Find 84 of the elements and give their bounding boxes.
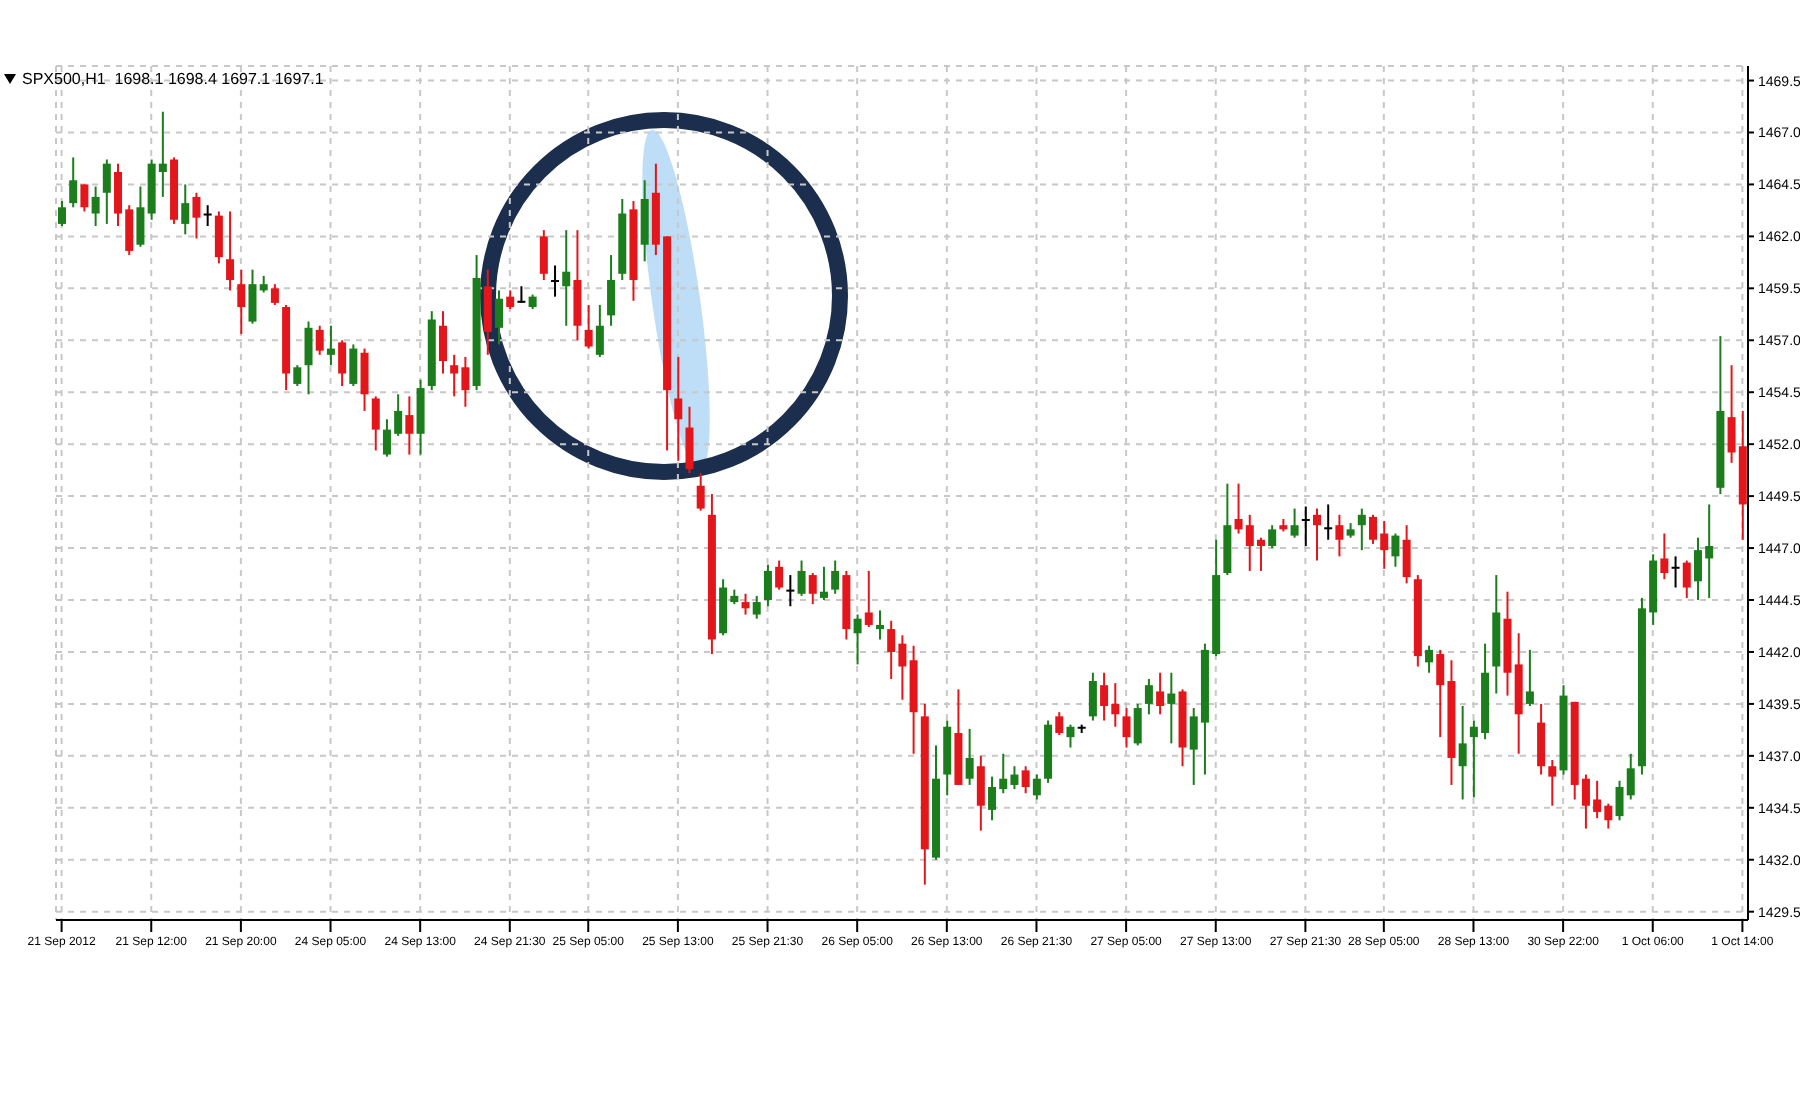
candlestick bbox=[1682, 559, 1691, 599]
candlestick bbox=[1660, 532, 1669, 581]
candlestick bbox=[270, 283, 279, 306]
candlestick bbox=[595, 303, 604, 358]
candlestick bbox=[1088, 671, 1097, 722]
candlestick bbox=[214, 210, 223, 265]
candlestick bbox=[326, 324, 335, 367]
candlestick bbox=[1122, 707, 1131, 749]
candlestick bbox=[405, 395, 414, 456]
candlestick bbox=[1548, 759, 1557, 807]
candlestick bbox=[1301, 505, 1310, 547]
candlestick bbox=[1066, 723, 1075, 749]
candlestick bbox=[853, 613, 862, 666]
candlestick bbox=[1402, 524, 1411, 585]
candlestick bbox=[416, 378, 425, 456]
candlestick bbox=[584, 303, 593, 350]
candlestick bbox=[192, 191, 201, 240]
candlestick bbox=[338, 339, 347, 387]
candlestick bbox=[91, 185, 100, 227]
candlestick bbox=[1537, 702, 1546, 776]
candlestick bbox=[248, 268, 257, 325]
candlestick bbox=[1324, 503, 1333, 541]
candlestick bbox=[864, 569, 873, 629]
candlestick bbox=[752, 594, 761, 620]
candlestick bbox=[506, 289, 515, 311]
candlestick bbox=[808, 572, 817, 606]
candlestick bbox=[539, 229, 548, 282]
candlestick bbox=[58, 200, 66, 227]
candlestick bbox=[371, 395, 380, 452]
candlestick bbox=[293, 364, 302, 387]
candlestick bbox=[1357, 507, 1366, 552]
candlestick bbox=[763, 563, 772, 608]
candlestick bbox=[1167, 671, 1176, 745]
candlestick bbox=[237, 268, 246, 336]
candlestick bbox=[80, 183, 89, 213]
candlestick bbox=[551, 264, 560, 298]
candlestick bbox=[1391, 532, 1400, 568]
candlestick bbox=[1312, 507, 1321, 562]
candlestick bbox=[1032, 773, 1041, 801]
candlestick bbox=[640, 179, 649, 263]
candlestick bbox=[696, 472, 705, 512]
candlestick bbox=[203, 204, 212, 227]
candlestick bbox=[1525, 648, 1534, 707]
candlestick bbox=[1425, 644, 1434, 674]
candlestick bbox=[775, 559, 784, 591]
candlestick bbox=[1335, 513, 1344, 558]
candlestick bbox=[965, 727, 974, 786]
candlestick bbox=[943, 719, 952, 797]
candlestick bbox=[685, 405, 694, 475]
candlestick bbox=[797, 559, 806, 597]
candlestick bbox=[831, 559, 840, 595]
candlestick bbox=[181, 183, 190, 236]
candlestick bbox=[136, 185, 145, 248]
candlestick bbox=[1144, 677, 1153, 716]
candlestick bbox=[1671, 555, 1680, 589]
candlestick bbox=[315, 324, 324, 356]
candlestick bbox=[69, 156, 78, 209]
candlestick bbox=[573, 229, 582, 342]
candlestick bbox=[562, 229, 571, 327]
candlestick bbox=[1055, 711, 1064, 737]
candlestick bbox=[517, 285, 526, 304]
chart-title: SPX500,H1 1698.1 1698.4 1697.1 1697.1 bbox=[22, 70, 324, 88]
candlestick bbox=[819, 565, 828, 602]
candlestick bbox=[1290, 507, 1299, 539]
candlestick bbox=[1223, 482, 1232, 577]
candlestick bbox=[674, 355, 683, 462]
candlestick bbox=[495, 289, 504, 346]
candlestick bbox=[875, 609, 884, 641]
candlestick bbox=[607, 254, 616, 327]
candlestick bbox=[1021, 765, 1030, 795]
candlestick bbox=[102, 158, 111, 225]
candlestick bbox=[1268, 524, 1277, 550]
candlestick bbox=[976, 754, 985, 832]
candlestick bbox=[360, 347, 369, 412]
candlestick bbox=[438, 310, 447, 375]
candlestick bbox=[1458, 704, 1467, 801]
candlestick bbox=[304, 320, 313, 396]
candlestick bbox=[786, 574, 795, 608]
candlestick bbox=[349, 343, 358, 387]
candlestick bbox=[226, 210, 235, 292]
candlestick bbox=[1156, 671, 1165, 716]
candlestick bbox=[741, 592, 750, 616]
candlestick bbox=[483, 268, 492, 356]
candlestick bbox=[1133, 702, 1142, 747]
